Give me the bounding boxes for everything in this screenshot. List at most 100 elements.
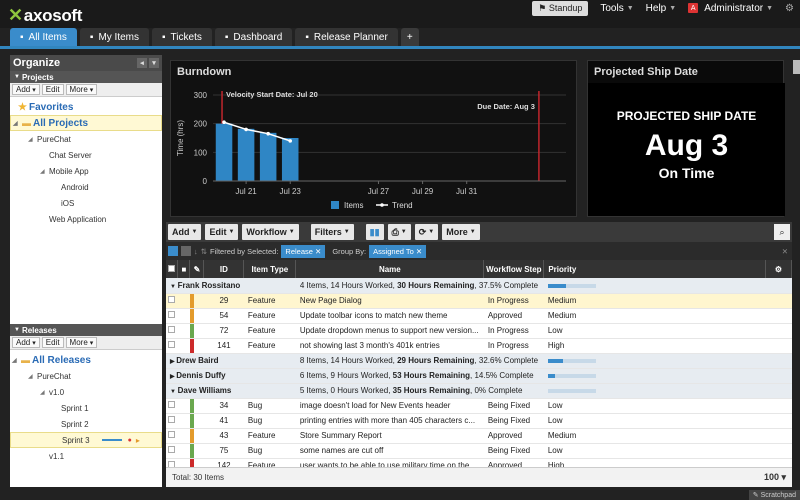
table-row[interactable]: 34 Bug image doesn't load for New Events h… <box>166 398 792 414</box>
tab-my-items[interactable]: ▪ My Items <box>79 28 149 46</box>
tab-all-items[interactable]: ▪ All Items <box>10 28 77 46</box>
help-menu[interactable]: Help ▼ <box>640 3 683 14</box>
standup-button[interactable]: ⚑ Standup <box>532 0 589 16</box>
item-name[interactable]: New Page Dialog <box>295 293 484 309</box>
checkbox[interactable] <box>168 461 176 467</box>
filters-button[interactable]: Filters ▼ <box>310 224 354 240</box>
tab-tickets[interactable]: ▪ Tickets <box>152 28 212 46</box>
favorites-node[interactable]: ★ Favorites <box>10 99 162 115</box>
table-row[interactable]: 75 Bug some names are cut off Being Fixed Lo… <box>166 443 792 459</box>
tree-node[interactable]: iOS <box>10 195 162 211</box>
page-size-select[interactable]: 100 ▾ <box>763 472 786 482</box>
checkbox[interactable] <box>168 311 176 318</box>
edit-button[interactable]: Edit ▼ <box>205 224 239 240</box>
row-checkbox-cell[interactable] <box>166 413 178 429</box>
tree-node[interactable]: v1.1 <box>10 448 162 464</box>
tree-node[interactable]: Sprint 2 <box>10 416 162 432</box>
arrow-right-icon[interactable]: ▸ <box>135 435 140 445</box>
refresh-button[interactable]: ⟳ ▼ <box>414 224 439 240</box>
table-row[interactable]: 41 Bug printing entries with more than 405… <box>166 413 792 429</box>
row-checkbox-cell[interactable] <box>166 398 178 414</box>
arrow-down-icon[interactable]: ↓ <box>194 246 198 256</box>
app-logo[interactable]: ✕ axosoft <box>8 5 82 26</box>
add-tab-button[interactable]: + <box>400 28 419 46</box>
tree-node[interactable]: ◢ PureChat <box>10 368 162 384</box>
checkbox[interactable] <box>168 431 176 438</box>
column-settings-gear-icon[interactable]: ⚙ <box>765 260 792 278</box>
admin-menu[interactable]: A Administrator ▼ <box>682 3 779 14</box>
group-row[interactable]: ▼ Dave Williams 5 Items, 0 Hours Worked, … <box>166 383 792 399</box>
vertical-scrollbar[interactable] <box>793 60 800 74</box>
table-row[interactable]: 141 Feature not showing last 3 month's 401… <box>166 338 792 354</box>
col-priority[interactable]: Priority <box>543 260 766 278</box>
group-toggle[interactable]: ▼ Dave Williams <box>166 383 296 399</box>
all-projects-node[interactable]: ◢ ▬ All Projects <box>10 115 162 131</box>
table-row[interactable]: 54 Feature Update toolbar icons to match n… <box>166 308 792 324</box>
scratchpad-button[interactable]: ✎ Scratchpad <box>748 490 800 500</box>
group-toggle[interactable]: ▶ Drew Baird <box>166 353 296 369</box>
tree-node[interactable]: Sprint 3 ● ▸ <box>10 432 162 448</box>
workflow-button[interactable]: Workflow ▼ <box>242 224 299 240</box>
tree-node[interactable]: Web Application <box>10 211 162 227</box>
tab-dashboard[interactable]: ▪ Dashboard <box>214 28 293 46</box>
checkbox[interactable] <box>168 341 176 348</box>
more-button[interactable]: More ▼ <box>442 224 480 240</box>
chart-view-button[interactable]: ▮▮ <box>365 224 384 240</box>
table-row[interactable]: 29 Feature New Page Dialog In Progress Mediu… <box>166 293 792 309</box>
tree-node[interactable]: Android <box>10 179 162 195</box>
checkbox[interactable] <box>168 446 176 453</box>
group-row[interactable]: ▶ Drew Baird 8 Items, 14 Hours Worked, 29… <box>166 353 792 369</box>
row-checkbox-cell[interactable] <box>166 338 178 354</box>
row-checkbox-cell[interactable] <box>166 458 178 467</box>
row-checkbox-cell[interactable] <box>166 323 178 339</box>
col-item-type[interactable]: Item Type <box>243 260 297 278</box>
item-name[interactable]: printing entries with more than 405 char… <box>295 413 484 429</box>
group-toggle[interactable]: ▶ Dennis Duffy <box>166 368 296 384</box>
add-button[interactable]: Add ▾ <box>12 337 40 348</box>
item-name[interactable]: not showing last 3 month's 401k entries <box>295 338 484 354</box>
tree-node[interactable]: Chat Server <box>10 147 162 163</box>
col-id[interactable]: ID <box>203 260 245 278</box>
group-row[interactable]: ▼ Frank Rossitano 4 Items, 14 Hours Worke… <box>166 278 792 294</box>
edit-button[interactable]: Edit <box>41 337 64 348</box>
tree-node[interactable]: ◢ v1.0 <box>10 384 162 400</box>
tools-menu[interactable]: Tools ▼ <box>594 3 639 14</box>
item-name[interactable]: image doesn't load for New Events header <box>295 398 484 414</box>
more-button[interactable]: More ▾ <box>65 84 98 95</box>
row-checkbox-cell[interactable] <box>166 443 178 459</box>
checkbox[interactable] <box>168 416 176 423</box>
item-name[interactable]: Update toolbar icons to match new theme <box>295 308 484 324</box>
group-by-chip[interactable]: Assigned To ✕ <box>369 244 427 258</box>
tree-node[interactable]: Sprint 1 <box>10 400 162 416</box>
edit-button[interactable]: Edit <box>41 84 64 95</box>
checkbox[interactable] <box>168 401 176 408</box>
checkbox[interactable] <box>168 296 176 303</box>
group-toggle[interactable]: ▼ Frank Rossitano <box>166 278 296 294</box>
add-button[interactable]: Add ▼ <box>168 224 202 240</box>
close-icon[interactable]: ✕ <box>781 246 788 256</box>
search-icon[interactable]: ⌕ <box>774 224 790 240</box>
group-row[interactable]: ▶ Dennis Duffy 6 Items, 9 Hours Worked, 5… <box>166 368 792 384</box>
filter-icon[interactable]: ▾ <box>149 58 159 68</box>
sort-icon[interactable]: ⇅ <box>200 246 208 256</box>
releases-header[interactable]: ▼ Releases <box>10 324 162 336</box>
all-releases-node[interactable]: ◢ ▬ All Releases <box>10 352 162 368</box>
collapse-left-icon[interactable]: ◂ <box>137 58 147 68</box>
release-filter-chip[interactable]: Release ✕ <box>281 244 326 258</box>
add-button[interactable]: Add ▾ <box>12 84 40 95</box>
item-name[interactable]: Update dropdown menus to support new ver… <box>295 323 484 339</box>
table-row[interactable]: 72 Feature Update dropdown menus to suppor… <box>166 323 792 339</box>
row-checkbox-cell[interactable] <box>166 428 178 444</box>
item-name[interactable]: Store Summary Report <box>295 428 484 444</box>
tab-release-planner[interactable]: ▪ Release Planner <box>295 28 398 46</box>
col-name[interactable]: Name <box>295 260 485 278</box>
table-row[interactable]: 142 Feature user wants to be able to use m… <box>166 458 792 467</box>
card-view-icon[interactable] <box>181 246 191 256</box>
checkbox[interactable] <box>168 326 176 333</box>
print-button[interactable]: ⎙ ▼ <box>387 224 411 240</box>
tree-node[interactable]: ◢ PureChat <box>10 131 162 147</box>
row-checkbox-cell[interactable] <box>166 308 178 324</box>
item-name[interactable]: user wants to be able to use military ti… <box>295 458 484 467</box>
projects-header[interactable]: ▼ Projects <box>10 71 162 83</box>
gear-icon[interactable]: ⚙ <box>785 2 794 14</box>
